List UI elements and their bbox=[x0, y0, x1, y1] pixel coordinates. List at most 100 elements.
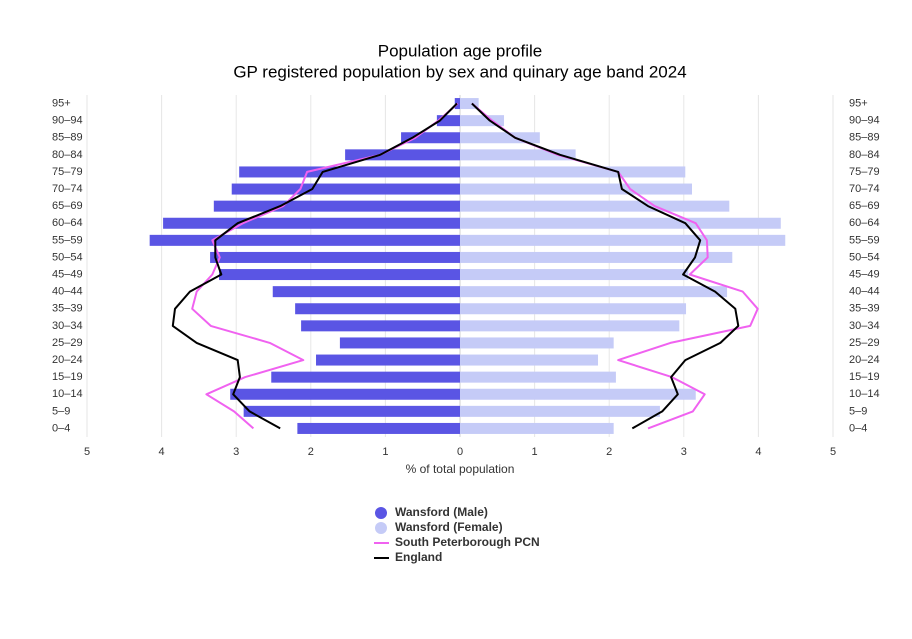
bar bbox=[460, 98, 479, 110]
bar bbox=[460, 183, 693, 195]
legend-label: Wansford (Male) bbox=[395, 505, 488, 519]
bar bbox=[460, 354, 599, 366]
bar bbox=[460, 303, 687, 315]
y-tick-label-right: 35–39 bbox=[849, 303, 880, 315]
y-tick-label-right: 5–9 bbox=[849, 405, 867, 417]
y-tick-label-right: 65–69 bbox=[849, 200, 880, 212]
legend-label: England bbox=[395, 550, 442, 564]
y-tick-label-right: 55–59 bbox=[849, 234, 880, 246]
bar bbox=[436, 115, 460, 127]
bar bbox=[460, 200, 730, 212]
y-tick-label: 50–54 bbox=[52, 251, 83, 263]
line-male bbox=[171, 102, 458, 430]
bar bbox=[460, 166, 686, 178]
y-tick-label: 25–29 bbox=[52, 337, 83, 349]
y-tick-label: 45–49 bbox=[52, 268, 83, 280]
bar bbox=[460, 320, 680, 332]
legend-label: South Peterborough PCN bbox=[395, 535, 540, 549]
bar bbox=[297, 422, 460, 434]
bar bbox=[149, 234, 460, 246]
y-tick-label-right: 90–94 bbox=[849, 115, 880, 127]
bar bbox=[460, 251, 733, 263]
x-tick-label: 2 bbox=[308, 446, 314, 458]
x-tick-label: 4 bbox=[159, 446, 165, 458]
y-tick-label-right: 60–64 bbox=[849, 217, 880, 229]
y-tick-label: 95+ bbox=[52, 97, 71, 109]
line-female bbox=[471, 102, 740, 430]
y-tick-label-right: 10–14 bbox=[849, 388, 880, 400]
x-tick-label: 4 bbox=[755, 446, 761, 458]
bar bbox=[272, 286, 460, 298]
y-tick-label-right: 80–84 bbox=[849, 149, 880, 161]
y-tick-label: 70–74 bbox=[52, 183, 83, 195]
bar bbox=[460, 286, 728, 298]
bar bbox=[460, 337, 614, 349]
bar bbox=[239, 166, 460, 178]
y-tick-label: 35–39 bbox=[52, 303, 83, 315]
y-tick-label: 55–59 bbox=[52, 234, 83, 246]
bar bbox=[460, 422, 614, 434]
bar bbox=[301, 320, 460, 332]
bar bbox=[295, 303, 460, 315]
bar bbox=[230, 388, 460, 400]
y-tick-label-right: 95+ bbox=[849, 97, 868, 109]
bar bbox=[243, 405, 460, 417]
x-tick-label: 3 bbox=[233, 446, 239, 458]
bar bbox=[460, 405, 660, 417]
bar bbox=[210, 251, 460, 263]
legend-symbol bbox=[375, 507, 387, 519]
y-tick-label: 20–24 bbox=[52, 354, 83, 366]
y-tick-label-right: 75–79 bbox=[849, 166, 880, 178]
y-tick-label: 40–44 bbox=[52, 286, 83, 298]
bar bbox=[460, 132, 540, 144]
bar bbox=[460, 269, 689, 281]
bar bbox=[163, 217, 461, 229]
x-tick-label: 1 bbox=[382, 446, 388, 458]
bar bbox=[316, 354, 460, 366]
y-tick-label-right: 50–54 bbox=[849, 251, 880, 263]
bar bbox=[213, 200, 460, 212]
bar bbox=[345, 149, 460, 161]
x-tick-label: 0 bbox=[457, 446, 463, 458]
y-tick-label: 65–69 bbox=[52, 200, 83, 212]
y-tick-label: 15–19 bbox=[52, 371, 83, 383]
x-tick-label: 1 bbox=[532, 446, 538, 458]
y-tick-label: 75–79 bbox=[52, 166, 83, 178]
legend-label: Wansford (Female) bbox=[395, 520, 503, 534]
legend-symbol bbox=[375, 522, 387, 534]
y-tick-label: 0–4 bbox=[52, 422, 70, 434]
x-tick-label: 5 bbox=[84, 446, 90, 458]
y-tick-label: 80–84 bbox=[52, 149, 83, 161]
y-tick-label: 30–34 bbox=[52, 320, 83, 332]
y-tick-label-right: 30–34 bbox=[849, 320, 880, 332]
y-tick-label-right: 40–44 bbox=[849, 286, 880, 298]
x-tick-label: 3 bbox=[681, 446, 687, 458]
bar bbox=[231, 183, 460, 195]
bar bbox=[460, 371, 616, 383]
y-tick-label-right: 20–24 bbox=[849, 354, 880, 366]
y-tick-label: 90–94 bbox=[52, 115, 83, 127]
y-tick-label-right: 25–29 bbox=[849, 337, 880, 349]
chart-title: Population age profile bbox=[378, 41, 542, 60]
bar bbox=[460, 388, 696, 400]
y-tick-label-right: 0–4 bbox=[849, 422, 867, 434]
bar bbox=[460, 115, 505, 127]
y-tick-label-right: 15–19 bbox=[849, 371, 880, 383]
y-tick-label: 85–89 bbox=[52, 132, 83, 144]
x-tick-label: 5 bbox=[830, 446, 836, 458]
bar bbox=[271, 371, 460, 383]
bar bbox=[460, 234, 786, 246]
y-tick-label: 10–14 bbox=[52, 388, 83, 400]
bar bbox=[460, 149, 576, 161]
y-tick-label-right: 85–89 bbox=[849, 132, 880, 144]
bar bbox=[401, 132, 460, 144]
y-tick-label-right: 70–74 bbox=[849, 183, 880, 195]
chart-subtitle: GP registered population by sex and quin… bbox=[233, 62, 686, 81]
y-tick-label: 5–9 bbox=[52, 405, 70, 417]
bar bbox=[339, 337, 460, 349]
bar bbox=[460, 217, 781, 229]
y-tick-label-right: 45–49 bbox=[849, 268, 880, 280]
x-tick-label: 2 bbox=[606, 446, 612, 458]
x-axis-title: % of total population bbox=[406, 462, 515, 476]
